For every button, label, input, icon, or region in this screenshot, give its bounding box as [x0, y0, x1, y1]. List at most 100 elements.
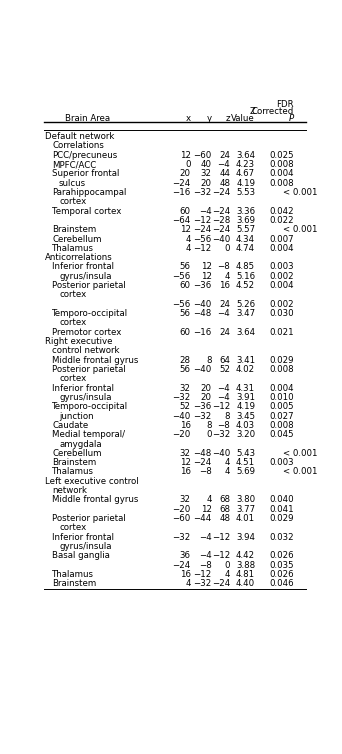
Text: 56: 56 — [180, 262, 191, 271]
Text: −32: −32 — [172, 532, 191, 541]
Text: 4.23: 4.23 — [236, 160, 255, 169]
Text: Brainstem: Brainstem — [52, 579, 96, 588]
Text: −32: −32 — [194, 188, 212, 197]
Text: 4: 4 — [225, 467, 230, 477]
Text: gyrus/insula: gyrus/insula — [59, 393, 111, 402]
Text: Medial temporal/: Medial temporal/ — [52, 431, 125, 439]
Text: −4: −4 — [199, 532, 212, 541]
Text: z: z — [226, 115, 230, 124]
Text: < 0.001: < 0.001 — [283, 188, 317, 197]
Text: −48: −48 — [194, 309, 212, 318]
Text: Temporo-occipital: Temporo-occipital — [52, 402, 128, 411]
Text: 68: 68 — [219, 495, 230, 504]
Text: −24: −24 — [212, 207, 230, 216]
Text: −12: −12 — [212, 402, 230, 411]
Text: −28: −28 — [212, 216, 230, 225]
Text: MPFC/ACC: MPFC/ACC — [52, 160, 96, 169]
Text: Inferior frontal: Inferior frontal — [52, 262, 114, 271]
Text: 48: 48 — [219, 514, 230, 523]
Text: Right executive: Right executive — [45, 337, 113, 346]
Text: < 0.001: < 0.001 — [283, 225, 317, 234]
Text: −20: −20 — [172, 504, 191, 513]
Text: −32: −32 — [194, 579, 212, 588]
Text: −8: −8 — [218, 421, 230, 430]
Text: −4: −4 — [218, 309, 230, 318]
Text: 4: 4 — [225, 458, 230, 467]
Text: Cerebellum: Cerebellum — [52, 234, 102, 244]
Text: Z: Z — [249, 106, 255, 115]
Text: 4.81: 4.81 — [236, 570, 255, 579]
Text: Left executive control: Left executive control — [45, 477, 139, 486]
Text: 3.77: 3.77 — [236, 504, 255, 513]
Text: 4.34: 4.34 — [236, 234, 255, 244]
Text: 4.85: 4.85 — [236, 262, 255, 271]
Text: 4.42: 4.42 — [236, 551, 255, 560]
Text: 0.030: 0.030 — [269, 309, 294, 318]
Text: Basal ganglia: Basal ganglia — [52, 551, 110, 560]
Text: gyrus/insula: gyrus/insula — [59, 271, 111, 280]
Text: 3.91: 3.91 — [236, 393, 255, 402]
Text: 16: 16 — [180, 570, 191, 579]
Text: 56: 56 — [180, 309, 191, 318]
Text: −40: −40 — [172, 412, 191, 421]
Text: 68: 68 — [219, 504, 230, 513]
Text: 4.40: 4.40 — [236, 579, 255, 588]
Text: 4.02: 4.02 — [236, 365, 255, 374]
Text: −56: −56 — [194, 234, 212, 244]
Text: 0.002: 0.002 — [269, 300, 294, 309]
Text: y: y — [207, 115, 212, 124]
Text: 4: 4 — [185, 234, 191, 244]
Text: 40: 40 — [201, 160, 212, 169]
Text: 0.004: 0.004 — [269, 170, 294, 179]
Text: Middle frontal gyrus: Middle frontal gyrus — [52, 356, 139, 365]
Text: 4: 4 — [225, 570, 230, 579]
Text: cortex: cortex — [59, 374, 86, 383]
Text: 52: 52 — [180, 402, 191, 411]
Text: −16: −16 — [172, 188, 191, 197]
Text: 44: 44 — [219, 170, 230, 179]
Text: 0.027: 0.027 — [269, 412, 294, 421]
Text: Parahippocampal: Parahippocampal — [52, 188, 127, 197]
Text: 3.36: 3.36 — [236, 207, 255, 216]
Text: 0.003: 0.003 — [269, 262, 294, 271]
Text: 60: 60 — [180, 328, 191, 337]
Text: Corrected: Corrected — [252, 106, 294, 115]
Text: 0.035: 0.035 — [269, 561, 294, 569]
Text: 5.26: 5.26 — [236, 300, 255, 309]
Text: Anticorrelations: Anticorrelations — [45, 253, 113, 262]
Text: control network: control network — [52, 346, 120, 355]
Text: −32: −32 — [212, 431, 230, 439]
Text: −24: −24 — [212, 579, 230, 588]
Text: 0.021: 0.021 — [269, 328, 294, 337]
Text: 12: 12 — [201, 262, 212, 271]
Text: 28: 28 — [180, 356, 191, 365]
Text: −40: −40 — [194, 365, 212, 374]
Text: sulcus: sulcus — [59, 179, 86, 188]
Text: 0.004: 0.004 — [269, 281, 294, 290]
Text: 5.57: 5.57 — [236, 225, 255, 234]
Text: 20: 20 — [201, 179, 212, 188]
Text: 4: 4 — [206, 495, 212, 504]
Text: Middle frontal gyrus: Middle frontal gyrus — [52, 495, 139, 504]
Text: −36: −36 — [194, 281, 212, 290]
Text: 24: 24 — [219, 151, 230, 160]
Text: 4.01: 4.01 — [236, 514, 255, 523]
Text: Posterior parietal: Posterior parietal — [52, 365, 126, 374]
Text: −4: −4 — [218, 393, 230, 402]
Text: 0.029: 0.029 — [269, 514, 294, 523]
Text: 0.046: 0.046 — [269, 579, 294, 588]
Text: cortex: cortex — [59, 198, 86, 207]
Text: 0.045: 0.045 — [269, 431, 294, 439]
Text: 3.47: 3.47 — [236, 309, 255, 318]
Text: 4.74: 4.74 — [236, 244, 255, 253]
Text: 3.20: 3.20 — [236, 431, 255, 439]
Text: 0.004: 0.004 — [269, 244, 294, 253]
Text: 4: 4 — [185, 244, 191, 253]
Text: Inferior frontal: Inferior frontal — [52, 532, 114, 541]
Text: 5.16: 5.16 — [236, 271, 255, 280]
Text: 0.008: 0.008 — [269, 421, 294, 430]
Text: 3.64: 3.64 — [236, 328, 255, 337]
Text: −24: −24 — [172, 179, 191, 188]
Text: 4: 4 — [225, 271, 230, 280]
Text: −24: −24 — [212, 225, 230, 234]
